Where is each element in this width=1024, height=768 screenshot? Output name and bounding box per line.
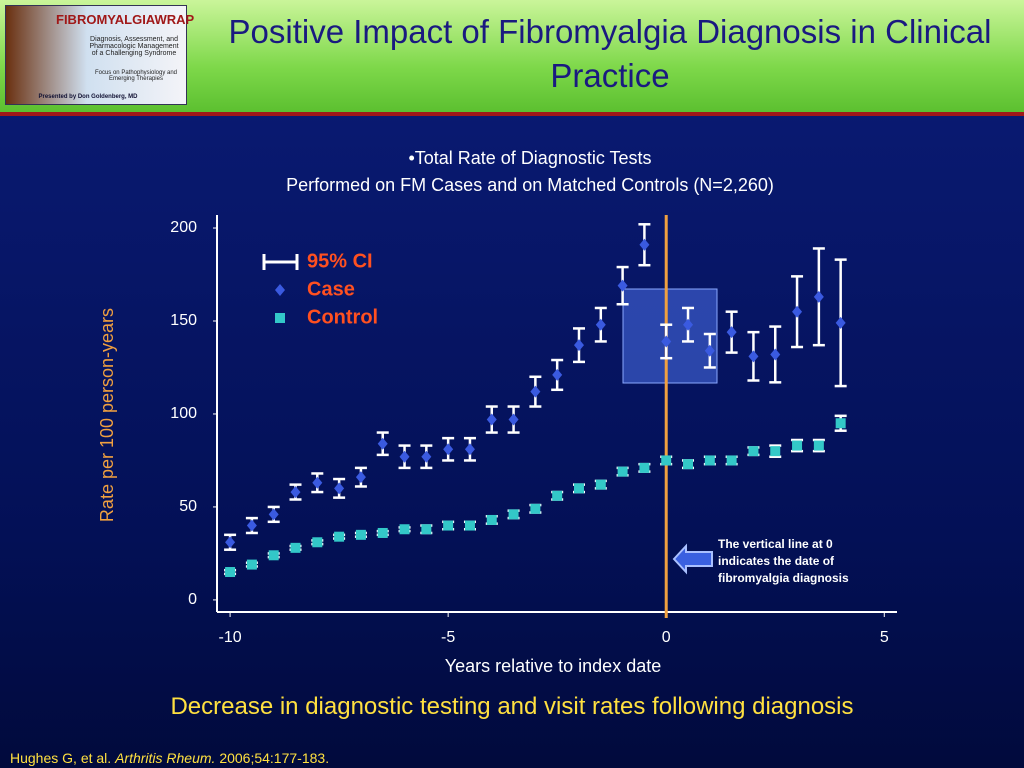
citation-authors: Hughes G, et al. [10,750,112,766]
chart-subtitle: Performed on FM Cases and on Matched Con… [286,175,774,195]
point [421,524,432,535]
point [334,482,345,495]
point [377,527,388,538]
annotation-line: The vertical line at 0 [718,537,833,551]
x-tick-label: -10 [219,629,242,646]
point [464,520,475,531]
y-tick-label: 50 [179,498,197,515]
x-tick-label: 5 [880,629,889,646]
point [726,326,737,339]
point [334,531,345,542]
point [617,279,628,292]
point [770,348,781,361]
point [813,290,824,303]
citation-details: 2006;54:177-183. [219,750,330,766]
caption: Decrease in diagnostic testing and visit… [170,693,854,720]
logo-presenter: Presented by Don Goldenberg, MD [38,94,138,100]
chart-title: •Total Rate of Diagnostic Tests [408,148,651,168]
point [225,567,236,578]
point [704,455,715,466]
point [399,450,410,463]
point [508,413,519,426]
point [290,486,301,499]
header: FIBROMYALGIAWRAP Diagnosis, Assessment, … [0,0,1024,116]
annotation: The vertical line at 0 indicates the date… [718,536,849,587]
slide-title: Positive Impact of Fibromyalgia Diagnosi… [228,13,992,94]
x-tick-label: -5 [441,629,455,646]
point [268,550,279,561]
annotation-line: indicates the date of [718,554,835,568]
annotation-arrow [672,543,713,575]
point [552,490,563,501]
point [421,450,432,463]
logo-focus: Focus on Pathophysiology and Emerging Th… [94,70,178,82]
legend-label: 95% CI [307,250,373,272]
citation-journal: Arthritis Rheum. [115,750,216,766]
point [246,559,257,570]
annotation-line: fibromyalgia diagnosis [718,571,849,585]
point [508,509,519,520]
logo: FIBROMYALGIAWRAP Diagnosis, Assessment, … [5,5,195,105]
point [595,318,606,331]
point [683,459,694,470]
point [661,455,672,466]
point [573,339,584,352]
logo-brand: FIBROMYALGIAWRAP [56,12,195,27]
point [552,368,563,381]
point [835,316,846,329]
point [595,479,606,490]
point [792,305,803,318]
point [268,508,279,521]
legend-label: Control [307,306,378,328]
point [573,483,584,494]
point [355,529,366,540]
citation: Hughes G, et al. Arthritis Rheum. 2006;5… [10,750,329,766]
y-tick-label: 0 [188,591,197,608]
point [290,542,301,553]
point [792,440,803,451]
legend-marker [275,284,285,296]
highlight-box [622,288,718,384]
logo-tagline: Diagnosis, Assessment, and Pharmacologic… [89,36,179,57]
point [748,446,759,457]
point [399,524,410,535]
point [464,443,475,456]
point [312,537,323,548]
y-axis-label: Rate per 100 person-years [97,308,117,522]
point [377,437,388,450]
point [704,344,715,357]
point [225,536,236,549]
point [246,519,257,532]
point [530,385,541,398]
point [639,238,650,251]
legend-label: Case [307,278,355,300]
y-tick-label: 200 [170,219,197,236]
point [312,476,323,489]
point [683,318,694,331]
point [443,520,454,531]
x-axis-label: Years relative to index date [445,656,661,676]
y-tick-label: 100 [170,405,197,422]
point [617,466,628,477]
point [813,440,824,451]
y-tick-label: 150 [170,312,197,329]
point [835,418,846,429]
point [486,514,497,525]
point [355,471,366,484]
point [770,446,781,457]
point [486,413,497,426]
legend-marker [275,313,285,323]
point [443,443,454,456]
point [661,335,672,348]
x-tick-label: 0 [662,629,671,646]
point [639,462,650,473]
point [530,503,541,514]
point [726,455,737,466]
point [748,350,759,363]
